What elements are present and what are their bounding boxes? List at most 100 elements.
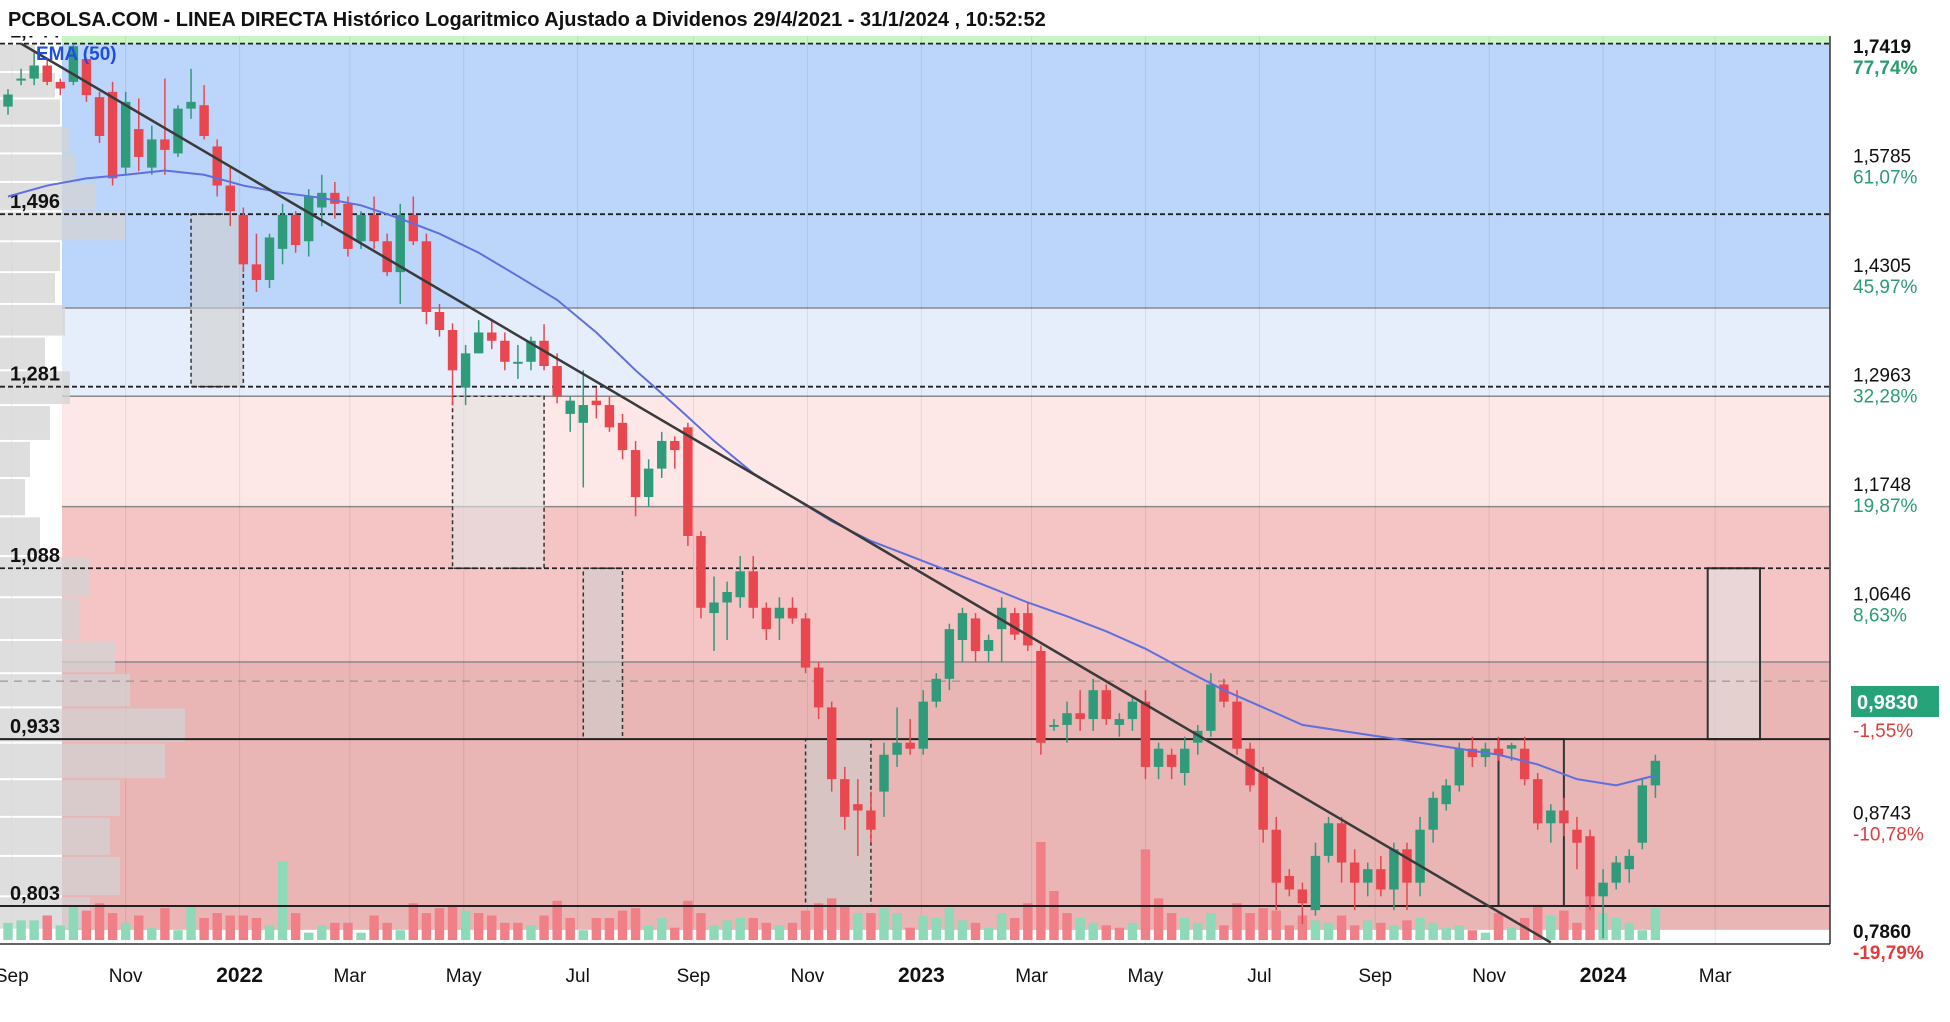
volume-bar	[487, 915, 497, 940]
volume-bar	[94, 903, 105, 940]
volume-bar	[264, 925, 275, 940]
volume-bar	[1415, 917, 1425, 940]
volume-profile-bar-14	[0, 478, 25, 516]
candle-body	[683, 427, 693, 537]
candle-body	[1546, 810, 1556, 824]
axis-pct-7: -19,79%	[1853, 943, 1924, 964]
range-box-3	[804, 738, 872, 907]
volume-bar	[826, 898, 837, 940]
candle-body	[735, 571, 745, 598]
volume-bar	[1101, 925, 1111, 940]
candle-body	[526, 340, 536, 362]
volume-bar	[1271, 910, 1281, 940]
volume-bar	[1062, 913, 1072, 940]
candle-body	[1454, 748, 1464, 786]
candle-body	[1088, 690, 1098, 720]
volume-bar	[290, 913, 301, 940]
candle-body	[1049, 724, 1059, 727]
candle-body	[670, 440, 680, 451]
volume-bar	[1349, 925, 1360, 940]
volume-bar	[1180, 917, 1190, 940]
volume-bar	[722, 920, 732, 940]
volume-bar	[330, 922, 340, 940]
x-tick-label-13: Nov	[1472, 966, 1506, 987]
level-label-5: 0,803	[10, 883, 60, 905]
volume-profile-bar-6	[0, 212, 125, 241]
volume-bar	[657, 917, 667, 940]
trendline	[20, 42, 1552, 944]
candle-body	[317, 192, 327, 208]
candle-body	[500, 340, 510, 362]
volume-bar	[617, 910, 628, 940]
candle-body	[1297, 889, 1308, 904]
volume-bar	[81, 910, 92, 940]
time-axis: Sep Nov 2022 Mar May Jul Sep Nov 2023 Mar May Jul Se…	[0, 943, 1830, 987]
candle-body	[16, 78, 26, 81]
candle-body	[1624, 855, 1634, 870]
volume-bar	[840, 905, 850, 940]
volume-bar	[1376, 922, 1386, 940]
candle-body	[1467, 748, 1478, 758]
x-tick-label-5: Jul	[566, 966, 590, 987]
candle-body	[813, 667, 824, 708]
axis-pct-3: 32,28%	[1853, 386, 1918, 407]
title-bar	[0, 0, 1950, 36]
candle-body	[421, 241, 432, 312]
volume-profile-bar-4	[0, 154, 75, 181]
candle-body	[1310, 855, 1321, 911]
candle-body	[1010, 613, 1020, 635]
volume-profile-bar-23	[0, 817, 110, 855]
axis-price-5: 1,0646	[1853, 584, 1911, 605]
volume-bar	[1363, 920, 1373, 940]
candle-body	[1075, 713, 1085, 720]
range-box-2	[582, 567, 624, 740]
candle-body	[1650, 760, 1661, 786]
candle-body	[1219, 684, 1229, 702]
volume-bar	[317, 925, 327, 940]
volume-bar	[1467, 930, 1478, 940]
range-box-0	[190, 213, 245, 388]
candle-body	[1363, 869, 1373, 883]
range-box-1	[451, 395, 545, 569]
candle-body	[1428, 797, 1438, 830]
axis-price-4: 1,1748	[1853, 475, 1911, 496]
volume-bar	[604, 917, 615, 940]
volume-bar	[578, 930, 588, 940]
candle-body	[1153, 748, 1164, 767]
volume-profile-bar-15	[0, 517, 40, 556]
volume-bar	[1572, 922, 1582, 940]
volume-bar	[251, 917, 262, 940]
candle-body	[1415, 829, 1425, 883]
candle-body	[905, 742, 915, 749]
candle-body	[892, 742, 902, 755]
volume-bar	[670, 927, 680, 940]
volume-bar	[1153, 898, 1164, 940]
volume-bar	[1245, 913, 1255, 940]
volume-bar	[1258, 908, 1268, 940]
volume-bar	[120, 922, 131, 940]
candle-body	[787, 607, 798, 619]
volume-bar	[1310, 920, 1321, 940]
volume-profile-bar-16	[0, 557, 90, 597]
x-tick-label-10: May	[1128, 966, 1164, 987]
volume-profile-bar-19	[0, 674, 130, 707]
volume-profile-bar-7	[0, 242, 60, 272]
volume-profile-bar-10	[0, 337, 45, 370]
volume-bar	[356, 932, 366, 940]
candle-body	[630, 450, 641, 498]
candle-body	[1533, 779, 1543, 824]
volume-bar	[1611, 917, 1621, 940]
volume-bar	[382, 922, 392, 940]
axis-pct-2: 45,97%	[1853, 277, 1918, 298]
axis-pct-6: -10,78%	[1853, 824, 1924, 845]
volume-profile-bar-18	[0, 641, 115, 673]
level-label-3: 1,088	[10, 545, 60, 567]
volume-bar	[68, 905, 79, 940]
volume-bar	[1637, 930, 1648, 940]
volume-bar	[55, 925, 66, 940]
candle-body	[1258, 773, 1268, 830]
x-tick-label-11: Jul	[1247, 966, 1271, 987]
axis-pct-4: 19,87%	[1853, 496, 1918, 517]
volume-bar	[1336, 915, 1347, 940]
